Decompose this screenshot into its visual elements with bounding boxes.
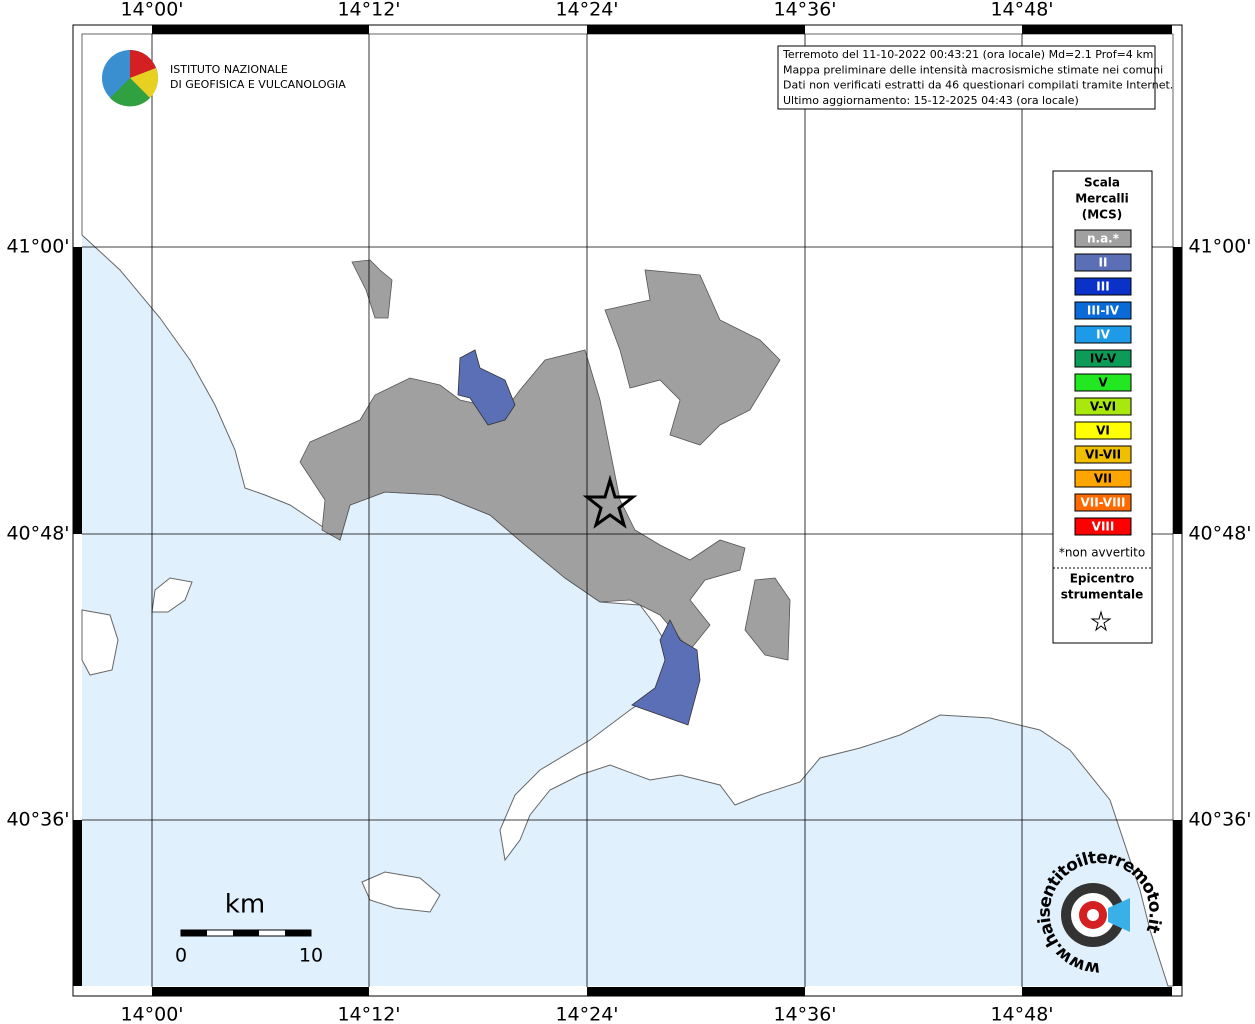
municipalities-na (351, 259, 393, 319)
latitude-label: 40°36' (1188, 809, 1251, 831)
legend-swatch (1074, 373, 1132, 392)
legend-swatch (1074, 325, 1132, 344)
logo-text: ISTITUTO NAZIONALE (170, 63, 288, 76)
scale-bar: km 0 10 (175, 890, 323, 967)
municipality-ii (631, 619, 701, 726)
legend-label: VI-VII (1085, 448, 1121, 462)
legend-label: V-VI (1090, 400, 1116, 414)
legend-label: VI (1096, 424, 1110, 438)
legend-epicentre: Epicentro (1070, 572, 1135, 586)
scale-start: 0 (175, 945, 187, 967)
legend-label: IV (1096, 328, 1110, 342)
island (81, 609, 119, 676)
legend-swatch (1074, 469, 1132, 488)
island (361, 871, 441, 913)
legend-star (1090, 610, 1112, 632)
municipalities-na (744, 577, 791, 661)
info-line: Dati non verificati estratti da 46 quest… (783, 79, 1173, 92)
legend-label: III (1096, 280, 1109, 294)
logo-text: DI GEOFISICA E VULCANOLOGIA (170, 78, 346, 91)
legend-swatch (1074, 397, 1132, 416)
scale-end: 10 (299, 945, 323, 967)
legend-label: n.a.* (1087, 232, 1120, 246)
ingv-logo: ISTITUTO NAZIONALE DI GEOFISICA E VULCAN… (102, 50, 346, 107)
longitude-label: 14°24' (555, 0, 618, 21)
longitude-label: 14°00' (120, 0, 183, 21)
legend-label: V (1098, 376, 1108, 390)
municipalities-na (604, 269, 781, 446)
longitude-label: 14°36' (773, 1004, 836, 1024)
legend-swatch (1074, 229, 1132, 248)
info: Terremoto del 11-10-2022 00:43:21 (ora l… (782, 48, 1173, 107)
legend-label: III-IV (1087, 304, 1120, 318)
legend-swatch (1074, 301, 1132, 320)
legend-label: VIII (1092, 520, 1115, 534)
latitude-label: 40°36' (6, 809, 69, 831)
legend-swatch (1074, 517, 1132, 536)
legend-title: (MCS) (1082, 208, 1123, 222)
info-line: Terremoto del 11-10-2022 00:43:21 (ora l… (782, 48, 1153, 61)
latitude-label: 41°00' (6, 236, 69, 258)
longitude-label: 14°12' (337, 1004, 400, 1024)
longitude-label: 14°48' (990, 0, 1053, 21)
longitude-label: 14°36' (773, 0, 836, 21)
longitude-label: 14°00' (120, 1004, 183, 1024)
graticule (82, 34, 1173, 987)
municipality-ii (457, 349, 516, 426)
legend: ScalaMercalli(MCS)n.a.*IIIIIIII-IVIVIV-V… (1074, 176, 1132, 536)
info-line: Mappa preliminare delle intensità macros… (783, 63, 1163, 76)
legend-swatch (1074, 421, 1132, 440)
latitude-label: 40°48' (1188, 523, 1251, 545)
legend-swatch (1074, 445, 1132, 464)
legend-swatch (1074, 493, 1132, 512)
legend-label: VII-VIII (1080, 496, 1125, 510)
legend-title: Scala (1084, 176, 1120, 190)
longitude-label: 14°48' (990, 1004, 1053, 1024)
legend-swatch (1074, 349, 1132, 368)
scale-unit: km (225, 890, 265, 920)
info-line: Ultimo aggiornamento: 15-12-2025 04:43 (… (783, 94, 1079, 107)
border (73, 25, 1182, 996)
info-box (777, 45, 1156, 110)
land (81, 33, 1174, 987)
tick-labels: 14°00' 14°00' 14°12' 14°12' 14°24' 14°24' 14°3… (6, 0, 1251, 1024)
map (72, 24, 1183, 997)
legend-epicentre: strumentale (1061, 588, 1144, 602)
legend-label: II (1099, 256, 1108, 270)
longitude-label: 14°12' (337, 0, 400, 21)
legend-label: VII (1094, 472, 1112, 486)
legend-note: *non avvertito (1059, 546, 1145, 560)
latitude-label: 40°48' (6, 523, 69, 545)
latitude-label: 41°00' (1188, 236, 1251, 258)
legend-swatch (1074, 253, 1132, 272)
legend-title: Mercalli (1075, 192, 1129, 206)
legend-label: IV-V (1090, 352, 1117, 366)
epicentre-star (582, 474, 638, 529)
longitude-label: 14°24' (555, 1004, 618, 1024)
legend-swatch (1074, 277, 1132, 296)
